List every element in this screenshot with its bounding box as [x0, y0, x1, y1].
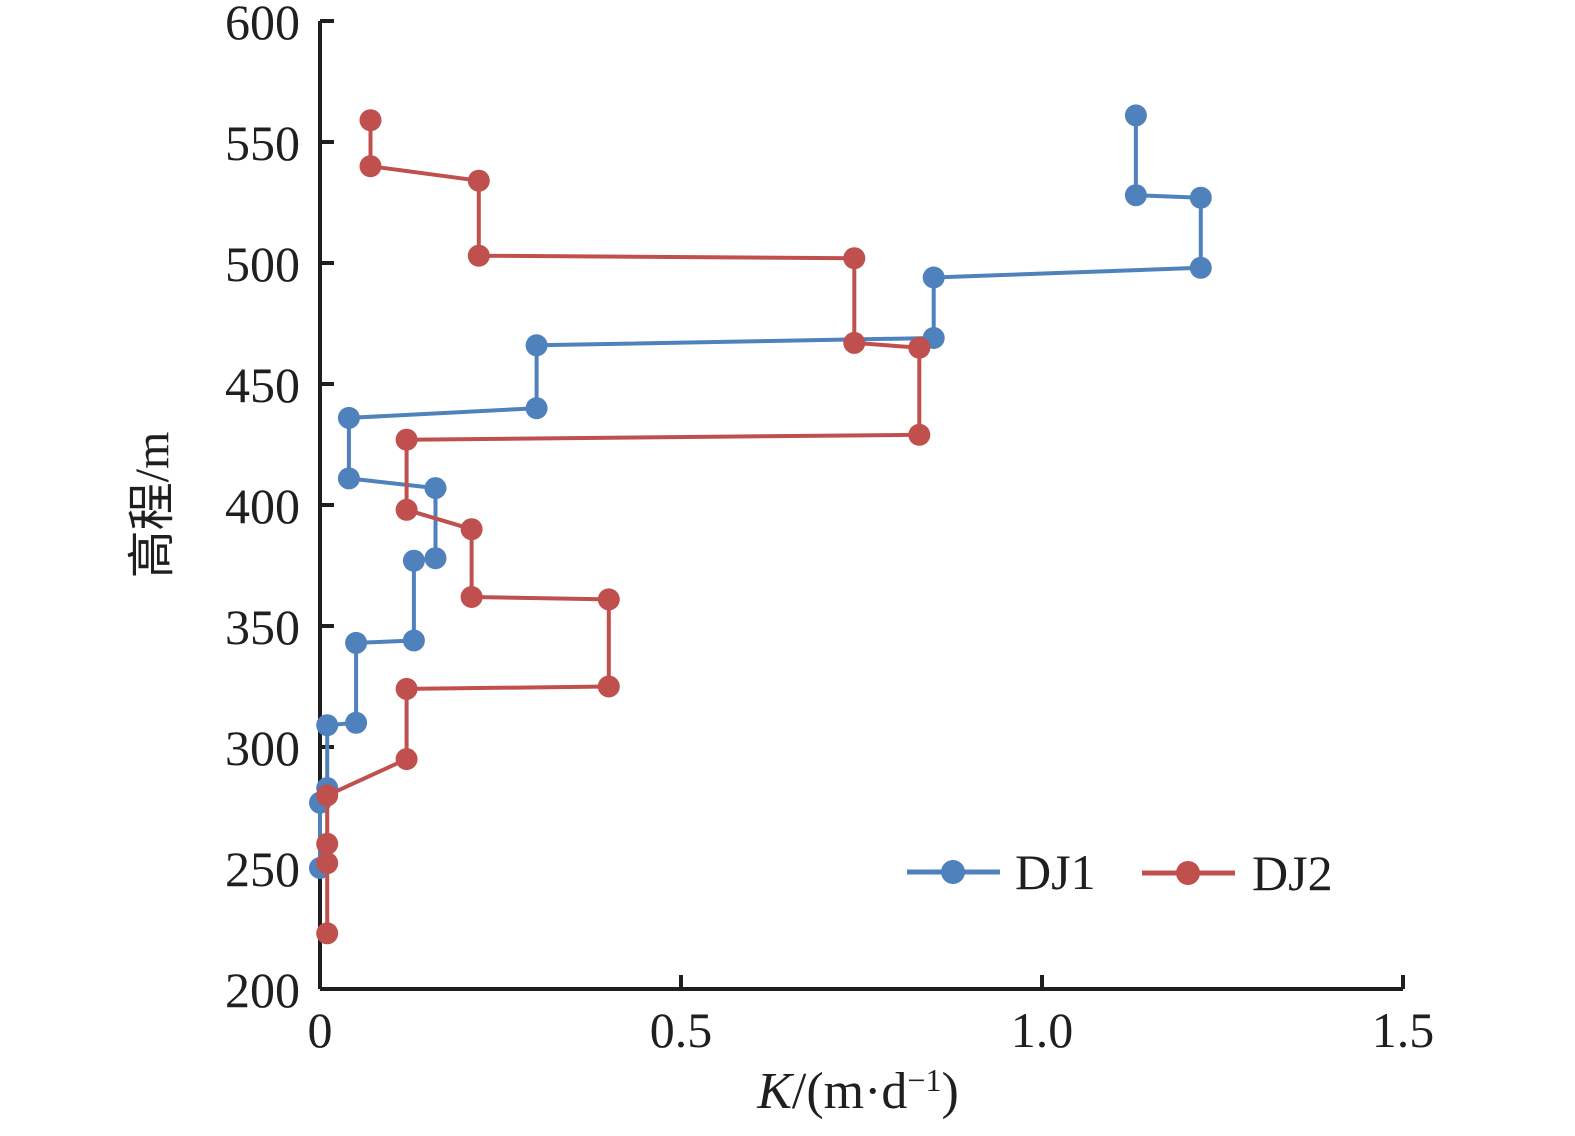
dj1-point — [424, 477, 447, 500]
x-axis-title-superscript: −1 — [907, 1062, 941, 1098]
dj2-point — [359, 155, 382, 178]
dj1-point — [316, 714, 339, 737]
dj2-point — [395, 498, 418, 521]
dj2-line — [325, 120, 922, 934]
y-tick-label: 500 — [225, 236, 300, 292]
dj1-point — [525, 397, 548, 420]
x-tick-label: 0 — [308, 1002, 333, 1058]
dj2-point — [395, 428, 418, 451]
y-axis: 600 550 500 450 400 350 300 250 200 — [225, 0, 334, 1018]
dj2-point — [395, 748, 418, 771]
x-axis: 0 0.5 1.0 1.5 — [308, 975, 1435, 1058]
x-tick-label: 1.5 — [1372, 1002, 1435, 1058]
dj2-point — [908, 336, 931, 359]
series-dj2 — [316, 109, 931, 945]
legend-dj1-label: DJ1 — [1015, 844, 1096, 900]
y-tick-label: 200 — [225, 962, 300, 1018]
dj1-point — [337, 406, 360, 429]
dj2-point — [908, 423, 931, 446]
dj1-point — [922, 266, 945, 289]
x-tick-label: 1.0 — [1011, 1002, 1074, 1058]
legend-item-dj2: DJ2 — [1142, 845, 1333, 901]
y-tick-label: 600 — [225, 0, 300, 50]
legend: DJ1 DJ2 — [907, 844, 1333, 901]
dj1-point — [1189, 256, 1212, 279]
x-axis-title-unit-prefix: /(m·d — [792, 1063, 908, 1120]
x-tick-label: 0.5 — [650, 1002, 713, 1058]
dj2-point — [843, 331, 866, 354]
legend-dj1-marker-icon — [941, 860, 965, 884]
dj2-point — [467, 169, 490, 192]
legend-dj2-label: DJ2 — [1252, 845, 1333, 901]
dj1-line — [318, 115, 1203, 868]
dj2-point — [359, 109, 382, 132]
dj1-point — [1189, 186, 1212, 209]
dj2-point — [395, 677, 418, 700]
dj2-point — [467, 244, 490, 267]
x-axis-title-variable: K — [756, 1063, 794, 1120]
dj1-point — [1124, 184, 1147, 207]
dj2-point — [316, 832, 339, 855]
x-axis-title-unit-suffix: ) — [941, 1063, 958, 1120]
dj1-point — [1124, 104, 1147, 127]
y-tick-label: 300 — [225, 720, 300, 776]
series-dj1 — [309, 104, 1212, 879]
dj1-point — [345, 631, 368, 654]
dj2-point — [597, 675, 620, 698]
dj2-point — [460, 586, 483, 608]
legend-dj2-marker-icon — [1176, 861, 1200, 885]
dj1-point — [525, 334, 548, 357]
x-axis-title: K/(m·d−1) — [756, 1062, 959, 1120]
y-tick-label: 400 — [225, 478, 300, 534]
dj1-point — [345, 711, 368, 734]
dj1-point — [424, 547, 447, 570]
dj2-point — [597, 588, 620, 611]
dj1-point — [402, 629, 425, 652]
y-tick-label: 350 — [225, 599, 300, 655]
dj1-point — [402, 549, 425, 572]
dj1-point — [337, 467, 360, 490]
dj2-point — [460, 518, 483, 541]
y-axis-title: 高程/m — [126, 432, 179, 579]
y-tick-label: 450 — [225, 357, 300, 413]
y-tick-label: 250 — [225, 841, 300, 897]
dj2-point — [843, 247, 866, 270]
dj2-point — [316, 922, 339, 945]
dj2-point — [316, 852, 339, 875]
dj2-point — [316, 784, 339, 807]
y-tick-label: 550 — [225, 115, 300, 171]
legend-item-dj1: DJ1 — [907, 844, 1096, 900]
